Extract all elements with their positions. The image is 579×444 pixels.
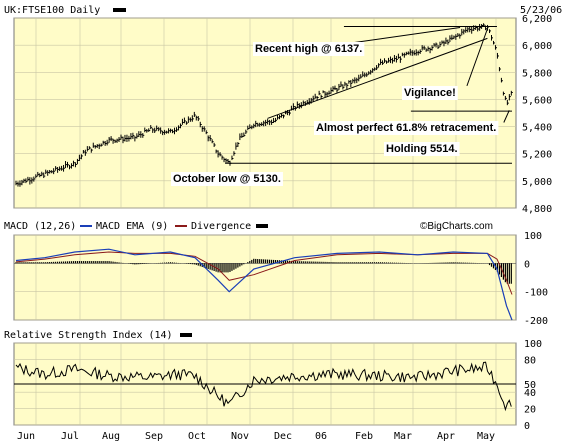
macd-panel: MACD (12,26) MACD EMA (9) Divergence ©Bi… xyxy=(4,221,548,327)
y-tick-label: 100 xyxy=(524,339,542,350)
y-tick-label: 6,000 xyxy=(522,41,552,52)
chart-annotation: Holding 5514. xyxy=(386,143,458,155)
y-tick-label: 50 xyxy=(524,380,536,391)
y-tick-label: 5,000 xyxy=(522,177,552,188)
chart-annotation: Vigilance! xyxy=(404,87,456,99)
y-tick-label: 40 xyxy=(524,388,536,399)
x-tick-label: May xyxy=(477,431,495,442)
rsi-title: Relative Strength Index (14) xyxy=(4,330,173,341)
y-tick-label: -100 xyxy=(524,288,548,299)
x-tick-label: Jun xyxy=(17,431,35,442)
x-tick-label: Mar xyxy=(394,431,412,442)
rsi-legend-swatch xyxy=(180,333,192,337)
x-tick-label: Dec xyxy=(274,431,292,442)
y-tick-label: 5,400 xyxy=(522,123,552,134)
x-tick-label: Apr xyxy=(437,431,455,442)
y-tick-label: 0 xyxy=(524,421,530,432)
x-tick-label: Sep xyxy=(145,431,163,442)
chart-annotation: Almost perfect 61.8% retracement. xyxy=(316,122,496,134)
y-tick-label: 100 xyxy=(524,231,542,242)
annotation-bg xyxy=(253,42,365,56)
rsi-marks xyxy=(15,361,512,412)
y-tick-label: 80 xyxy=(524,355,536,366)
trend-line-lower xyxy=(267,37,488,119)
macd-line xyxy=(15,248,513,321)
price-marks xyxy=(15,23,513,187)
x-tick-label: 06 xyxy=(315,431,327,442)
x-tick-label: Oct xyxy=(188,431,206,442)
price-panel: UK:FTSE100 Daily 5/23/06 6,200 6,000 5,800… xyxy=(4,5,562,215)
divergence-legend: Divergence xyxy=(191,221,251,232)
legend-swatch xyxy=(113,8,126,12)
chart-annotation: October low @ 5130. xyxy=(173,173,281,185)
chart-annotation: Recent high @ 6137. xyxy=(255,43,362,55)
y-tick-label: 5,800 xyxy=(522,68,552,79)
macd-y-axis: 100 0 -100 -200 xyxy=(524,231,548,327)
annotation-bg xyxy=(314,121,499,135)
x-tick-label: Feb xyxy=(355,431,373,442)
y-tick-label: 20 xyxy=(524,405,536,416)
price-title: UK:FTSE100 Daily xyxy=(4,5,100,16)
divergence-legend-swatch xyxy=(256,224,268,228)
annotation-bg xyxy=(384,142,460,156)
rsi-line xyxy=(15,361,512,412)
macd-panel-bg xyxy=(13,234,517,321)
x-tick-label: Nov xyxy=(231,431,249,442)
watermark: ©BigCharts.com xyxy=(420,221,493,232)
y-tick-label: 5,200 xyxy=(522,150,552,161)
x-tick-label: Jul xyxy=(61,431,79,442)
rsi-grid xyxy=(14,342,516,426)
chart-date: 5/23/06 xyxy=(520,5,562,16)
retracement-pointer xyxy=(503,110,510,123)
price-annotations: Recent high @ 6137. Vigilance! Almost perf… xyxy=(171,42,499,186)
price-y-axis: 6,200 6,000 5,800 5,600 5,400 5,200 5,000 4,800 xyxy=(522,14,552,215)
annotation-bg xyxy=(171,172,283,186)
annotation-bg xyxy=(402,86,458,100)
y-tick-label: 6,200 xyxy=(522,14,552,25)
y-tick-label: 4,800 xyxy=(522,204,552,215)
macd-title: MACD (12,26) xyxy=(4,221,76,232)
y-tick-label: -200 xyxy=(524,316,548,327)
macd-ema-legend: MACD EMA (9) xyxy=(96,221,168,232)
vigilance-pointer xyxy=(466,28,488,87)
x-axis: Jun Jul Aug Sep Oct Nov Dec 06 Feb Mar Apr May xyxy=(17,431,495,442)
macd-marks xyxy=(15,248,513,321)
y-tick-label: 0 xyxy=(524,259,530,270)
x-tick-label: Aug xyxy=(102,431,120,442)
y-tick-label: 5,600 xyxy=(522,95,552,106)
